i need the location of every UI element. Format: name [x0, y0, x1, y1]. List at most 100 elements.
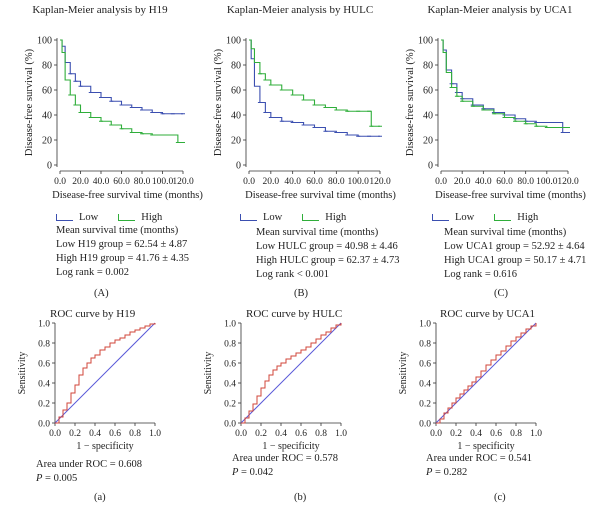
roc-stats: Area under ROC = 0.541 P = 0.282	[426, 452, 532, 480]
km-line-low	[249, 39, 380, 137]
y-tick-label: 0	[47, 161, 52, 172]
y-axis-label: Disease-free survival (%)	[405, 48, 416, 156]
x-tick-label: 80.0	[134, 177, 151, 187]
y-tick-label: 0.0	[419, 420, 431, 430]
roc-title: ROC curve by H19	[50, 308, 136, 320]
stats-low: Low HULC group = 40.98 ± 4.46	[256, 241, 398, 252]
x-tick-label: 100.0	[536, 177, 558, 187]
roc-stats: Area under ROC = 0.578 P = 0.042	[232, 452, 338, 480]
legend-high-swatch	[118, 214, 136, 222]
roc-title: ROC curve by UCA1	[440, 308, 536, 320]
legend-high-label: High	[141, 212, 163, 223]
km-legend: Low High	[240, 212, 366, 223]
roc-panel-h19: ROC curve by H19 0.0 0.0 0.2 0.2 0.4 0.4 0.6 0.…	[0, 308, 200, 521]
y-tick-label: 20	[231, 136, 241, 147]
roc-curve	[436, 323, 537, 424]
y-axis-label: Disease-free survival (%)	[24, 48, 35, 156]
y-tick-label: 80	[231, 61, 241, 72]
y-tick-label: 60	[42, 86, 52, 97]
roc-stats: Area under ROC = 0.608 P = 0.005	[36, 458, 142, 486]
x-tick-label: 120.0	[369, 177, 391, 187]
x-tick-label: 0.4	[470, 429, 482, 439]
y-tick-label: 100	[37, 36, 52, 47]
y-tick-label: 0.2	[419, 400, 431, 410]
x-tick-label: 120.0	[172, 177, 194, 187]
x-tick-label: 0.6	[490, 429, 502, 439]
km-line-high	[60, 39, 183, 144]
km-stats: Mean survival time (months) Low UCA1 gro…	[444, 226, 586, 282]
y-tick-label: 0.4	[224, 380, 236, 390]
roc-panel-uca1: ROC curve by UCA1 0.0 0.0 0.2 0.2 0.4 0.4 0.6 0…	[398, 308, 600, 521]
p-label: P	[426, 467, 433, 478]
x-tick-label: 80.0	[517, 177, 534, 187]
x-tick-label: 20.0	[263, 177, 280, 187]
x-tick-label: 0.8	[315, 429, 327, 439]
y-tick-label: 40	[231, 111, 241, 122]
reference-line	[240, 322, 342, 424]
x-tick-label: 40.0	[93, 177, 110, 187]
y-tick-label: 0	[428, 161, 433, 172]
y-axis-label: Sensitivity	[398, 352, 409, 395]
x-tick-label: 0.6	[295, 429, 307, 439]
p-value: = 0.282	[432, 467, 468, 478]
roc-curve	[55, 323, 156, 424]
legend-low-label: Low	[455, 212, 475, 223]
y-tick-label: 1.0	[224, 320, 236, 330]
legend-low-label: Low	[263, 212, 283, 223]
y-tick-label: 0.4	[38, 380, 50, 390]
x-tick-label: 0.6	[109, 429, 121, 439]
legend-low-swatch	[432, 214, 449, 222]
stats-high: High HULC group = 62.37 ± 4.73	[256, 255, 400, 266]
y-axis-label: Sensitivity	[17, 352, 28, 395]
y-tick-label: 20	[423, 136, 433, 147]
y-tick-label: 100	[226, 36, 241, 47]
km-chart: 100 80 60 40 20 00.0 20.0 40.0 60.0 80.0 100.0 120.…	[405, 36, 586, 202]
km-panel-h19: Kaplan-Meier analysis by H19 100 80 60 40 20…	[0, 0, 203, 310]
x-tick-label: 120.0	[557, 177, 579, 187]
roc-curve	[241, 323, 342, 424]
x-tick-label: 20.0	[454, 177, 471, 187]
x-axis-label: 1 − specificity	[457, 441, 514, 452]
km-line-high	[249, 39, 380, 127]
roc-chart: 0.00.0 0.2 0.2 0.4 0.4 0.6 0.6 0.8 0.8 1.0 1.0 Sens…	[17, 320, 161, 453]
y-tick-label: 0.8	[419, 340, 431, 350]
panel-tag: (B)	[294, 288, 308, 299]
km-legend: Low High	[56, 212, 182, 223]
legend-low-swatch	[240, 214, 257, 222]
y-tick-label: 1.0	[38, 320, 50, 330]
panel-tag: (C)	[494, 288, 508, 299]
x-tick-label: 1.0	[530, 429, 542, 439]
x-tick-label: 0.0	[435, 177, 447, 187]
y-tick-label: 0.8	[38, 340, 50, 350]
x-tick-label: 60.0	[306, 177, 323, 187]
x-tick-label: 0.2	[255, 429, 267, 439]
y-axis-label: Disease-free survival (%)	[213, 48, 224, 156]
y-tick-label: 0.6	[38, 360, 50, 370]
x-tick-label: 0.0	[243, 177, 255, 187]
stats-title: Mean survival time (months)	[256, 227, 379, 238]
legend-low-swatch	[56, 214, 73, 222]
p-value-text: P = 0.042	[232, 466, 338, 480]
legend-high-swatch	[494, 214, 512, 222]
p-value-text: P = 0.282	[426, 466, 532, 480]
km-title: Kaplan-Meier analysis by UCA1	[427, 4, 573, 16]
p-value: = 0.042	[238, 467, 274, 478]
y-tick-label: 0.8	[224, 340, 236, 350]
auc-text: Area under ROC = 0.608	[36, 459, 142, 470]
y-tick-label: 0	[236, 161, 241, 172]
x-tick-label: 0.4	[89, 429, 101, 439]
km-title: Kaplan-Meier analysis by HULC	[226, 4, 374, 16]
x-tick-label: 0.0	[430, 429, 442, 439]
p-label: P	[232, 467, 239, 478]
km-line-high	[441, 39, 568, 129]
y-tick-label: 80	[423, 61, 433, 72]
x-tick-label: 60.0	[113, 177, 130, 187]
x-tick-label: 0.8	[510, 429, 522, 439]
y-tick-label: 100	[418, 36, 433, 47]
x-tick-label: 60.0	[496, 177, 513, 187]
x-axis-label: Disease-free survival time (months)	[435, 190, 586, 201]
y-tick-label: 20	[42, 136, 52, 147]
panel-tag: (a)	[94, 492, 106, 503]
log-rank: Log rank = 0.616	[444, 269, 517, 280]
legend-high-label: High	[517, 212, 539, 223]
